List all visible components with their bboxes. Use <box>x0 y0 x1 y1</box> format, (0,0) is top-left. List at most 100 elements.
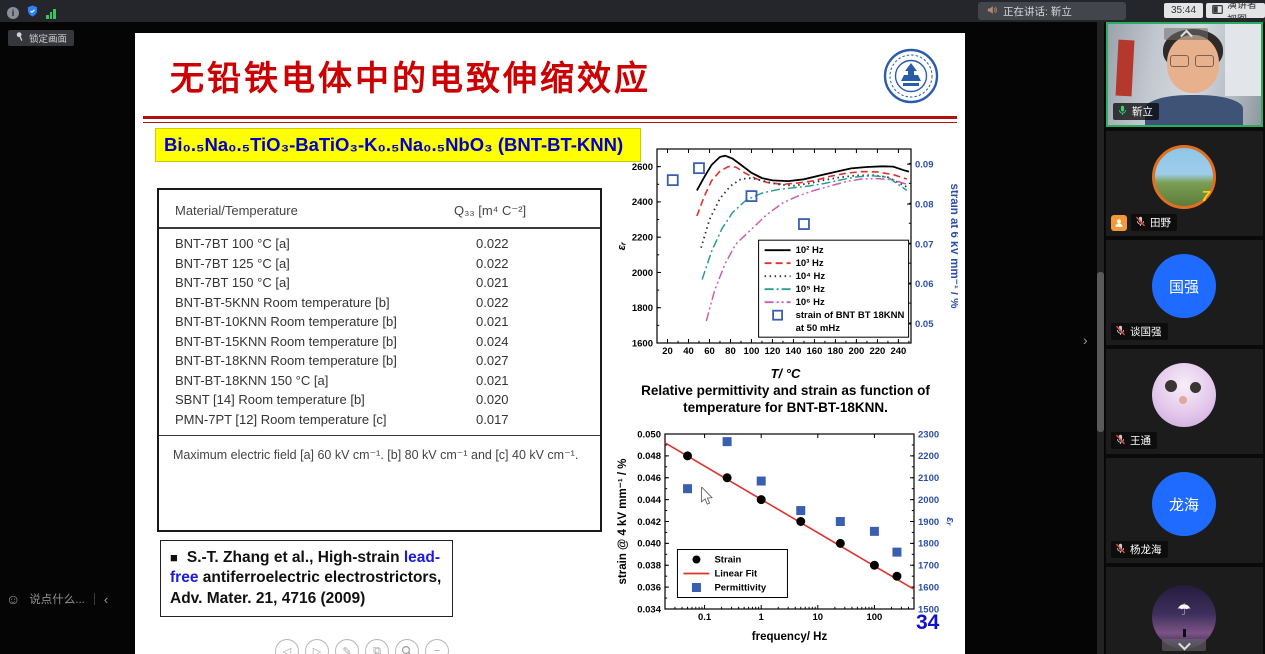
bullet-icon: ■ <box>170 550 178 565</box>
network-signal-icon[interactable] <box>46 8 56 19</box>
shield-icon[interactable] <box>27 4 38 22</box>
participant-name-tag: 杨龙海 <box>1111 541 1168 558</box>
avatar: ☂ <box>1152 585 1216 649</box>
svg-text:200: 200 <box>848 346 864 357</box>
svg-text:Linear Fit: Linear Fit <box>714 569 758 580</box>
university-logo-icon <box>883 48 939 104</box>
svg-text:100: 100 <box>744 346 760 357</box>
table-row: BNT-7BT 150 °C [a] 0.021 <box>175 275 509 290</box>
participant-tile-yanglonghai[interactable]: 龙海 杨龙海 <box>1106 458 1263 563</box>
svg-text:0.050: 0.050 <box>637 429 661 440</box>
svg-text:0.08: 0.08 <box>915 199 934 210</box>
pin-view-button[interactable]: 锁定画面 <box>8 30 75 46</box>
svg-text:10: 10 <box>813 612 824 623</box>
table-row: BNT-BT-15KNN Room temperature [b] 0.024 <box>175 333 509 349</box>
chat-input[interactable]: 说点什么... <box>29 594 85 606</box>
scroll-down-tiles-button[interactable] <box>1162 637 1206 651</box>
mouse-cursor <box>700 485 714 511</box>
chat-divider <box>93 593 95 605</box>
zoom-button[interactable] <box>395 639 419 654</box>
slides-overview-button[interactable]: ⧉ <box>365 639 389 654</box>
expand-sidebar-handle[interactable]: › <box>1083 332 1088 348</box>
svg-text:strain @ 4 kV mm⁻¹ / %: strain @ 4 kV mm⁻¹ / % <box>617 459 629 585</box>
table-body: BNT-7BT 100 °C [a] 0.022 BNT-7BT 125 °C [a… <box>159 229 600 429</box>
participant-name-tag: 谈国强 <box>1111 323 1168 340</box>
svg-text:1700: 1700 <box>918 561 939 572</box>
svg-text:40: 40 <box>683 346 694 357</box>
svg-text:10² Hz: 10² Hz <box>796 245 824 256</box>
svg-text:120: 120 <box>765 346 781 357</box>
speaker-view-button[interactable]: 演讲者视图 <box>1206 0 1265 26</box>
svg-text:20: 20 <box>662 346 673 357</box>
participant-name-tag: 王通 <box>1111 432 1157 449</box>
mic-muted-icon <box>1135 216 1146 230</box>
slide-title: 无铅铁电体中的电致伸缩效应 <box>170 60 651 98</box>
svg-text:εᵣ: εᵣ <box>616 241 628 251</box>
x-axis-caption: T/ °C <box>770 366 801 381</box>
svg-text:0.07: 0.07 <box>915 239 934 250</box>
slide-page-number: 34 <box>916 611 940 634</box>
info-icon[interactable]: i <box>7 7 19 19</box>
collapse-chat-icon[interactable]: ‹ <box>103 591 109 607</box>
svg-text:2000: 2000 <box>632 268 653 279</box>
svg-text:2200: 2200 <box>632 232 653 243</box>
svg-text:0.048: 0.048 <box>637 451 661 462</box>
svg-text:0.034: 0.034 <box>637 604 661 615</box>
svg-text:strain of BNT BT 18KNN: strain of BNT BT 18KNN <box>796 310 905 321</box>
svg-text:1900: 1900 <box>918 517 939 528</box>
collapse-tiles-button[interactable] <box>1164 28 1208 42</box>
composition-formula: Bi₀.₅Na₀.₅TiO₃-BaTiO₃-K₀.₅Na₀.₅NbO₃ (BNT… <box>155 128 641 162</box>
svg-text:2400: 2400 <box>632 197 653 208</box>
svg-text:1: 1 <box>759 612 765 623</box>
svg-text:0.05: 0.05 <box>915 319 934 330</box>
participant-tile-6[interactable]: ☂ <box>1106 567 1263 654</box>
svg-text:1500: 1500 <box>918 604 939 615</box>
emoji-icon[interactable]: ☺ <box>6 591 21 607</box>
figure-caption: T/ °C Relative permittivity and strain a… <box>613 366 958 417</box>
svg-text:0.06: 0.06 <box>915 279 934 290</box>
svg-text:0.036: 0.036 <box>637 582 661 593</box>
status-icons: i <box>7 4 56 22</box>
stage-scrollbar-thumb[interactable] <box>1097 272 1104 432</box>
participant-tile-tanguoqiang[interactable]: 国强 谈国强 <box>1106 240 1263 345</box>
table-row: BNT-BT-18KNN 150 °C [a] 0.021 <box>175 372 509 388</box>
previous-slide-button[interactable]: ◁ <box>275 639 299 654</box>
table-footnote: Maximum electric field [a] 60 kV cm⁻¹. [… <box>173 448 579 462</box>
participant-name-tag: 田野 <box>1131 214 1177 231</box>
svg-text:0.044: 0.044 <box>637 495 661 506</box>
table-row: BNT-7BT 125 °C [a] 0.022 <box>175 255 509 271</box>
strain-frequency-chart: 0.1 1 10 100 0.034 0.036 0.038 0.040 0.042 0.044 0… <box>617 429 956 643</box>
avatar: 龙海 <box>1152 472 1216 536</box>
svg-text:10³ Hz: 10³ Hz <box>796 258 824 269</box>
caption-text: Relative permittivity and strain as func… <box>641 383 930 415</box>
annotate-button[interactable]: ✎ <box>335 639 359 654</box>
mic-muted-icon <box>1115 434 1126 448</box>
next-slide-button[interactable]: ▷ <box>305 639 329 654</box>
svg-text:2200: 2200 <box>918 451 939 462</box>
table-row: BNT-BT-5KNN Room temperature [b] 0.022 <box>175 294 509 310</box>
svg-text:Strain: Strain <box>714 555 741 566</box>
participant-tile-jinli[interactable]: 靳立 <box>1106 22 1263 127</box>
participants-sidebar: 靳立 7 田野 国强 谈国强 <box>1105 22 1265 654</box>
table-foot-rule <box>159 435 600 436</box>
svg-text:60: 60 <box>704 346 715 357</box>
meeting-timer: 35:44 <box>1164 3 1204 18</box>
participant-tile-tianye[interactable]: 7 田野 <box>1106 131 1263 236</box>
hide-toolbar-button[interactable]: − <box>425 639 449 654</box>
pin-icon <box>15 31 25 45</box>
avatar: 7 <box>1152 145 1216 209</box>
svg-text:1600: 1600 <box>918 582 939 593</box>
svg-text:1800: 1800 <box>632 303 653 314</box>
speaker-icon <box>987 5 997 18</box>
svg-text:140: 140 <box>786 346 802 357</box>
layout-view-icon <box>1212 4 1223 17</box>
svg-text:εᵣ: εᵣ <box>944 517 956 527</box>
svg-text:frequency/ Hz: frequency/ Hz <box>752 631 828 643</box>
participant-tile-wangtong[interactable]: 王通 <box>1106 349 1263 454</box>
avatar: 国强 <box>1152 254 1216 318</box>
svg-text:2300: 2300 <box>918 429 939 440</box>
svg-text:1800: 1800 <box>918 539 939 550</box>
active-speaker-pill: 正在讲话: 靳立 <box>978 2 1126 20</box>
svg-text:1600: 1600 <box>632 338 653 349</box>
svg-text:180: 180 <box>828 346 844 357</box>
